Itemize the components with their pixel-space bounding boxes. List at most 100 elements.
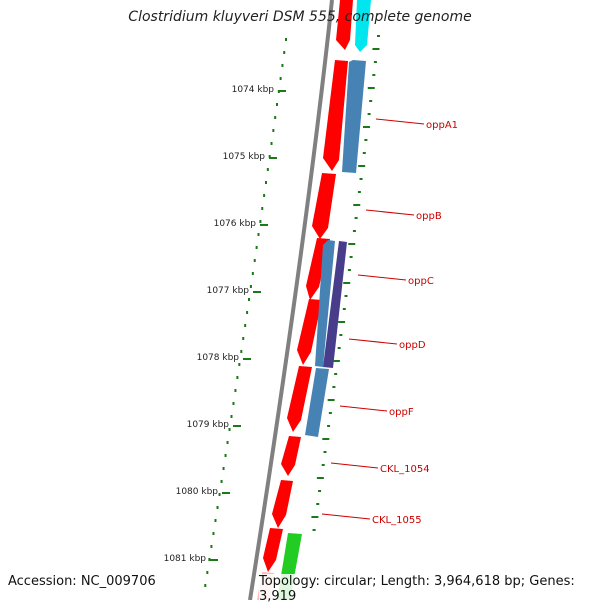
gc-dot xyxy=(226,441,229,444)
skew-dot xyxy=(312,529,316,531)
skew-dot xyxy=(338,321,346,323)
gene-label: oppD xyxy=(399,340,426,351)
gc-dot xyxy=(283,51,286,54)
gene-arrow xyxy=(336,0,353,50)
gc-dot xyxy=(204,584,207,587)
gene-arrow xyxy=(263,528,283,572)
skew-dot xyxy=(311,516,319,518)
gc-dot xyxy=(272,129,275,132)
skew-dot xyxy=(327,425,331,427)
gene-labels: oppA1 oppB oppC oppD oppF CKL_1054 CKL_1055 xyxy=(321,118,458,526)
map-title: Clostridium kluyveri DSM 555, complete g… xyxy=(128,9,472,25)
ruler-label: 1076 kbp xyxy=(214,219,257,229)
topology-label: Topology: circular; Length: 3,964,618 bp… xyxy=(259,574,600,604)
gc-dot xyxy=(210,545,213,548)
gene-arrow xyxy=(287,366,312,432)
skew-dot xyxy=(354,217,358,219)
ruler-tick xyxy=(278,90,286,92)
gc-dot xyxy=(285,38,287,41)
ruler-label: 1079 kbp xyxy=(187,420,230,430)
gc-dot xyxy=(249,285,252,288)
ruler-label: 1075 kbp xyxy=(223,152,266,162)
ruler-label: 1080 kbp xyxy=(176,487,219,497)
gene-arrow xyxy=(323,241,347,368)
skew-dot xyxy=(318,490,322,492)
label-leader-line xyxy=(330,462,379,469)
gc-dot xyxy=(208,558,211,561)
gene-label: oppF xyxy=(389,407,414,418)
skew-dot xyxy=(362,152,366,154)
gc-dot xyxy=(218,493,221,496)
gene-arrow xyxy=(297,299,322,365)
gc-dot xyxy=(222,467,225,470)
gc-dot xyxy=(206,571,209,574)
gc-dot xyxy=(220,480,223,483)
skew-dot xyxy=(377,35,380,37)
skew-dot xyxy=(357,191,361,193)
genome-backbone xyxy=(248,0,334,600)
skew-dot xyxy=(372,74,376,76)
skew-dot xyxy=(347,269,351,271)
ruler-label: 1081 kbp xyxy=(164,554,207,564)
skew-dot xyxy=(344,295,348,297)
skew-dot xyxy=(339,334,343,336)
gc-dot xyxy=(224,454,227,457)
gc-dot xyxy=(251,272,254,275)
label-leader-line xyxy=(375,118,425,125)
ruler-label: 1077 kbp xyxy=(207,286,250,296)
gene-arrow xyxy=(281,436,301,476)
gene-label: oppB xyxy=(416,211,442,222)
gc-dot xyxy=(279,77,282,80)
skew-dot xyxy=(316,477,324,479)
gc-dot xyxy=(263,194,266,197)
gene-label: oppA1 xyxy=(426,120,458,131)
skew-dot xyxy=(321,464,325,466)
skew-dot xyxy=(349,256,353,258)
gc-dot xyxy=(274,116,277,119)
gene-arrow xyxy=(312,173,336,239)
reverse-strand-genes xyxy=(277,0,371,600)
gc-dot xyxy=(246,311,249,314)
gc-dot xyxy=(216,506,219,509)
accession-label: Accession: NC_009706 xyxy=(8,574,156,589)
gc-dot xyxy=(238,363,241,366)
gc-dot xyxy=(248,298,251,301)
skew-dot xyxy=(362,126,370,128)
kbp-ruler: 1074 kbp 1075 kbp 1076 kbp 1077 kbp 1078 kbp… xyxy=(164,85,286,564)
gene-arrow xyxy=(342,60,366,173)
gc-dot xyxy=(232,402,235,405)
gc-dot xyxy=(259,220,262,223)
skew-dot xyxy=(373,61,377,63)
gc-dot xyxy=(261,207,264,210)
gc-dot xyxy=(264,181,267,184)
gc-dot xyxy=(270,142,273,145)
skew-dot xyxy=(364,139,368,141)
gc-dot xyxy=(266,168,269,171)
gene-label: CKL_1054 xyxy=(380,464,430,475)
gc-dot xyxy=(228,428,231,431)
gene-arrow xyxy=(272,480,293,528)
ruler-label: 1074 kbp xyxy=(232,85,275,95)
gc-dot xyxy=(242,337,245,340)
skew-dot xyxy=(352,230,356,232)
skew-track xyxy=(311,35,380,531)
gene-arrow xyxy=(315,240,335,367)
skew-dot xyxy=(367,113,371,115)
ruler-tick xyxy=(260,224,268,226)
ruler-tick xyxy=(233,425,241,427)
ruler-tick xyxy=(210,559,218,561)
skew-dot xyxy=(332,386,336,388)
gc-dot xyxy=(276,103,279,106)
skew-dot xyxy=(334,373,338,375)
label-leader-line xyxy=(339,405,388,412)
forward-strand-genes xyxy=(257,0,353,600)
gc-dot xyxy=(257,233,260,236)
skew-dot xyxy=(372,48,380,50)
skew-dot xyxy=(316,503,320,505)
gc-dot xyxy=(212,532,215,535)
skew-dot xyxy=(369,100,373,102)
gene-label: oppC xyxy=(408,276,434,287)
rna-arrow xyxy=(355,0,371,52)
ruler-label: 1078 kbp xyxy=(197,353,240,363)
label-leader-line xyxy=(348,338,398,345)
